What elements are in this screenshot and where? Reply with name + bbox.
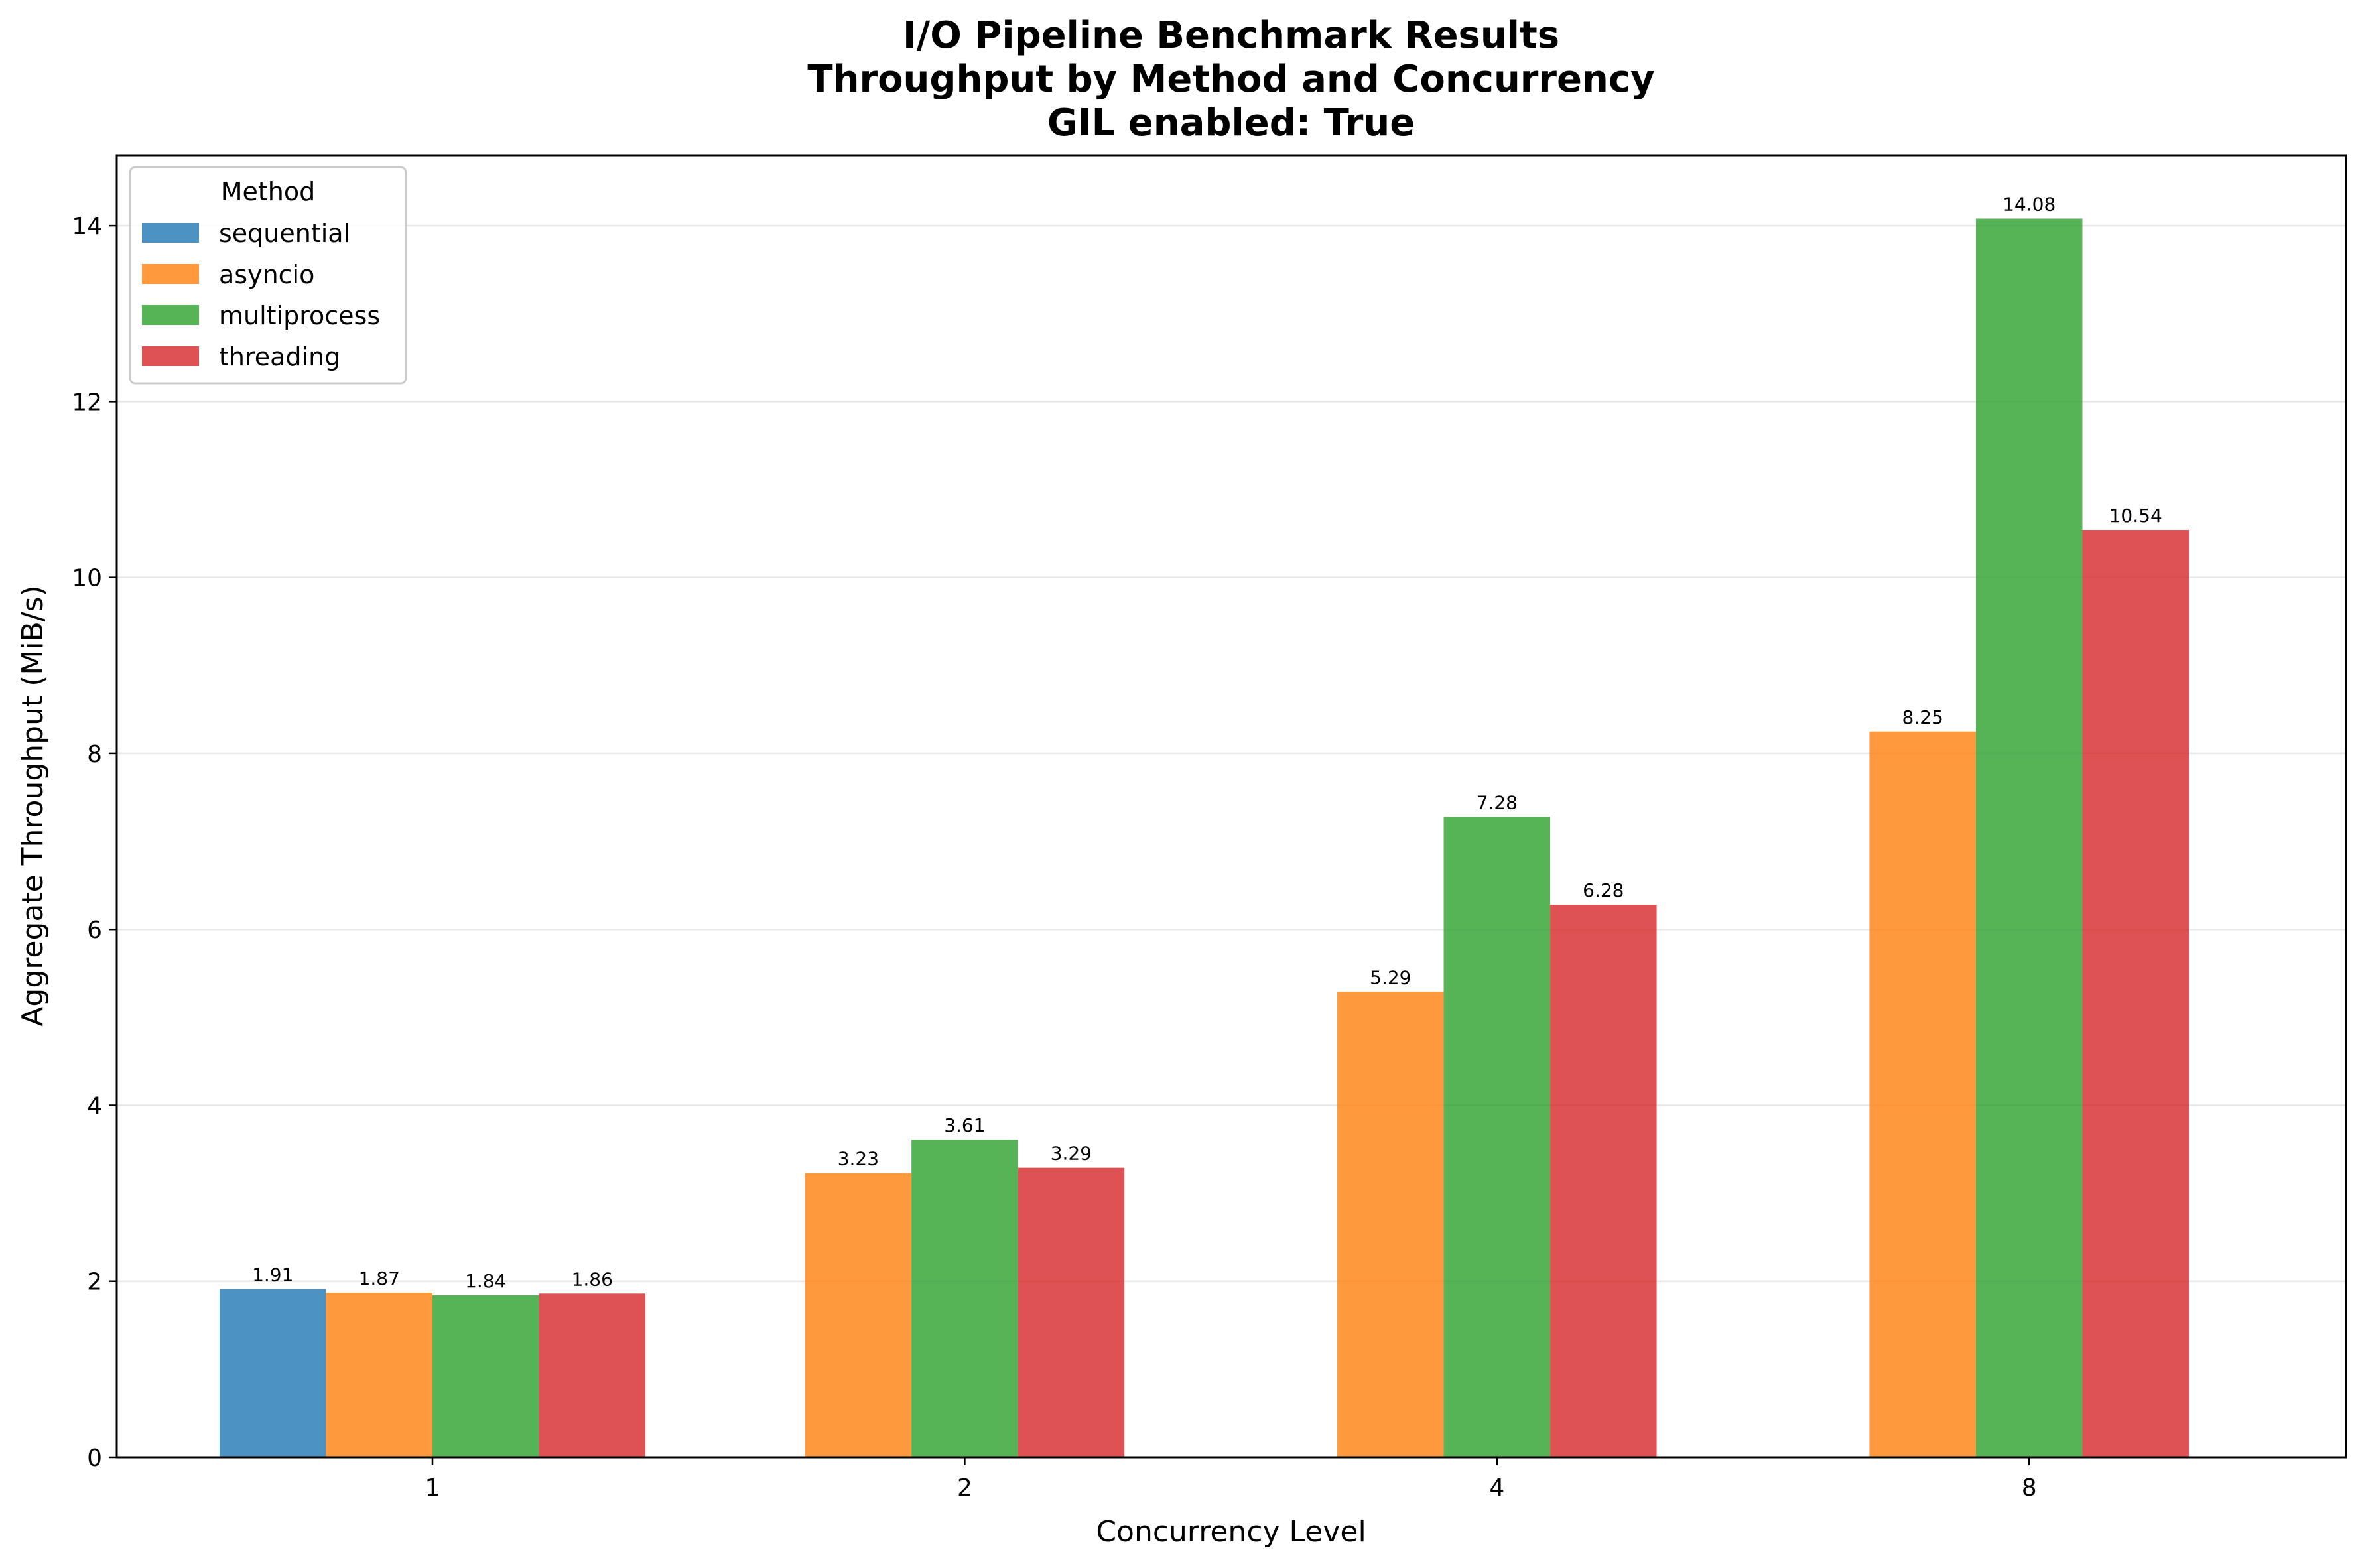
legend-swatch-multiprocess: [142, 305, 199, 325]
data-label-asyncio-8: 8.25: [1902, 706, 1943, 728]
legend-label-threading: threading: [219, 342, 340, 371]
data-label-asyncio-2: 3.23: [838, 1148, 879, 1170]
y-axis-ticks: 0 2 4 6 8 10 12 14: [72, 213, 117, 1472]
data-label-threading-1: 1.86: [572, 1268, 613, 1290]
legend: Method sequential asyncio multiprocess thre…: [129, 166, 407, 385]
data-label-multiprocess-1: 1.84: [465, 1270, 506, 1292]
x-tick-label: 4: [1489, 1474, 1504, 1502]
y-tick-label: 0: [87, 1445, 102, 1472]
x-axis-ticks: 1 2 4 8: [425, 1457, 2037, 1502]
legend-swatch-threading: [142, 346, 199, 366]
chart-title-line-3: GIL enabled: True: [1047, 101, 1415, 145]
bar-threading-4: [1550, 905, 1657, 1457]
bar-threading-1: [539, 1293, 645, 1457]
bar-asyncio-8: [1869, 731, 1976, 1457]
data-label-multiprocess-8: 14.08: [2003, 193, 2056, 215]
data-labels: 1.91 1.87 1.84 1.86 3.23 3.61 3.29 5.29 7.28 6.28…: [252, 193, 2162, 1291]
y-tick-label: 8: [87, 741, 102, 768]
y-tick-label: 12: [72, 389, 102, 416]
x-tick-label: 1: [425, 1474, 440, 1502]
bar-multiprocess-4: [1443, 817, 1551, 1457]
y-tick-label: 14: [72, 213, 102, 240]
bar-asyncio-1: [326, 1292, 432, 1457]
legend-label-sequential: sequential: [219, 219, 350, 248]
legend-title: Method: [221, 177, 316, 206]
data-label-asyncio-4: 5.29: [1370, 966, 1411, 988]
x-tick-label: 2: [957, 1474, 972, 1502]
y-tick-label: 10: [72, 565, 102, 592]
bars: [220, 218, 2189, 1458]
y-axis-label: Aggregate Throughput (MiB/s): [16, 585, 50, 1026]
y-tick-label: 6: [87, 917, 102, 944]
bar-multiprocess-2: [911, 1140, 1018, 1457]
legend-box: [129, 166, 407, 385]
x-tick-label: 8: [2022, 1474, 2037, 1502]
data-label-multiprocess-4: 7.28: [1477, 791, 1518, 813]
bar-sequential-1: [220, 1289, 326, 1457]
data-label-asyncio-1: 1.87: [359, 1268, 400, 1289]
bar-multiprocess-1: [432, 1295, 539, 1457]
bar-multiprocess-8: [1975, 218, 2083, 1457]
legend-swatch-sequential: [142, 223, 199, 243]
chart-title-line-2: Throughput by Method and Concurrency: [807, 58, 1654, 101]
data-label-threading-4: 6.28: [1583, 880, 1624, 901]
data-label-threading-2: 3.29: [1051, 1143, 1092, 1165]
bar-asyncio-2: [805, 1173, 912, 1457]
legend-label-multiprocess: multiprocess: [219, 301, 380, 330]
y-tick-label: 2: [87, 1269, 102, 1296]
data-label-sequential-1: 1.91: [252, 1264, 293, 1286]
data-label-threading-8: 10.54: [2109, 505, 2162, 527]
bar-threading-8: [2082, 530, 2189, 1458]
legend-swatch-asyncio: [142, 264, 199, 284]
plot-frame: [115, 154, 2347, 1459]
bar-asyncio-4: [1337, 992, 1444, 1457]
y-tick-label: 4: [87, 1092, 102, 1120]
chart-title: I/O Pipeline Benchmark Results Throughpu…: [807, 14, 1654, 145]
data-label-multiprocess-2: 3.61: [944, 1114, 985, 1136]
chart-title-line-1: I/O Pipeline Benchmark Results: [903, 14, 1559, 57]
bar-threading-2: [1018, 1167, 1125, 1457]
legend-label-asyncio: asyncio: [219, 260, 314, 289]
legend-items: sequential asyncio multiprocess threading: [142, 219, 380, 371]
x-axis-label: Concurrency Level: [1096, 1515, 1366, 1549]
